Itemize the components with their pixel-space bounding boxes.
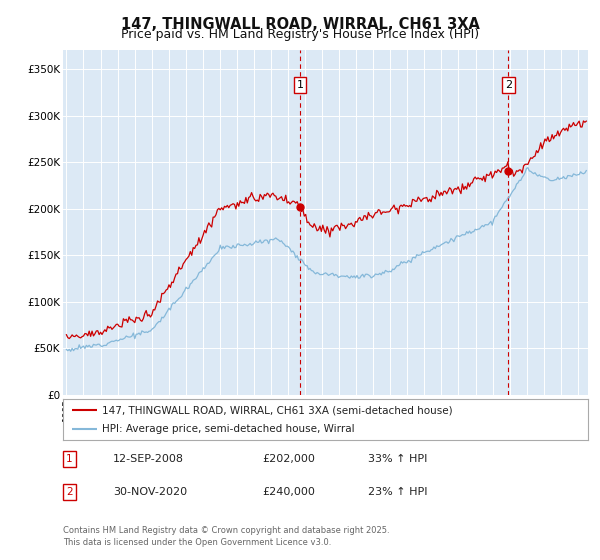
Text: 1: 1 xyxy=(66,454,73,464)
Text: 1: 1 xyxy=(296,80,304,90)
Text: 12-SEP-2008: 12-SEP-2008 xyxy=(113,454,184,464)
Text: 23% ↑ HPI: 23% ↑ HPI xyxy=(367,487,427,497)
Text: 2: 2 xyxy=(505,80,512,90)
Text: £240,000: £240,000 xyxy=(263,487,316,497)
Text: Contains HM Land Registry data © Crown copyright and database right 2025.
This d: Contains HM Land Registry data © Crown c… xyxy=(63,526,389,547)
Text: 2: 2 xyxy=(66,487,73,497)
Text: 33% ↑ HPI: 33% ↑ HPI xyxy=(367,454,427,464)
Text: Price paid vs. HM Land Registry's House Price Index (HPI): Price paid vs. HM Land Registry's House … xyxy=(121,28,479,41)
Text: 147, THINGWALL ROAD, WIRRAL, CH61 3XA: 147, THINGWALL ROAD, WIRRAL, CH61 3XA xyxy=(121,17,479,32)
Text: 30-NOV-2020: 30-NOV-2020 xyxy=(113,487,187,497)
Text: £202,000: £202,000 xyxy=(263,454,316,464)
Text: HPI: Average price, semi-detached house, Wirral: HPI: Average price, semi-detached house,… xyxy=(103,424,355,433)
Text: 147, THINGWALL ROAD, WIRRAL, CH61 3XA (semi-detached house): 147, THINGWALL ROAD, WIRRAL, CH61 3XA (s… xyxy=(103,405,453,415)
